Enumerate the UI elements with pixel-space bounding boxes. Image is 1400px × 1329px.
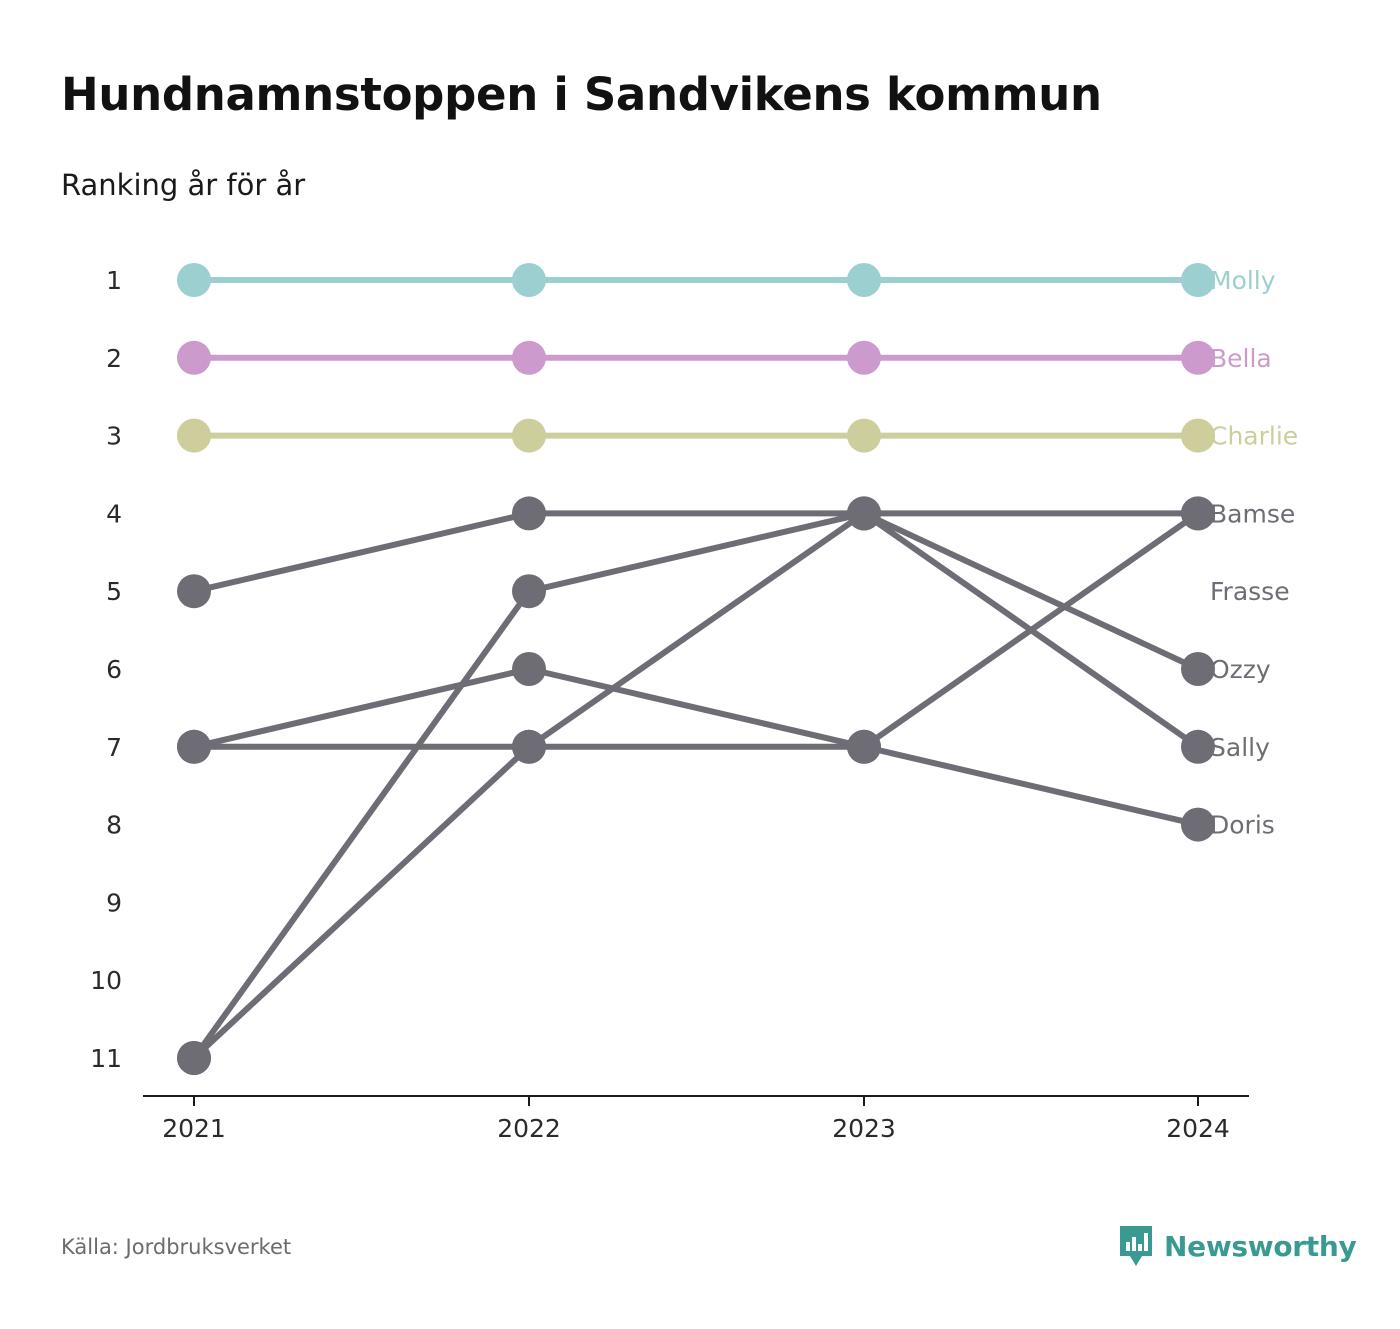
series-label-sally: Sally [1210, 733, 1270, 762]
y-tick-label: 10 [90, 966, 122, 995]
chart-subtitle: Ranking år för år [61, 168, 306, 202]
point-ozzy [177, 1041, 211, 1075]
y-tick-label: 6 [106, 655, 122, 684]
point-charlie [177, 418, 211, 453]
y-tick-label: 7 [106, 733, 122, 762]
series-line-doris [191, 666, 1201, 828]
x-tick-label: 2022 [497, 1114, 561, 1143]
point-charlie [512, 418, 546, 453]
series-label-bamse: Bamse [1210, 499, 1295, 528]
series-line-sally [191, 510, 1201, 750]
point-doris [1181, 807, 1215, 842]
x-tick-label: 2021 [162, 1114, 226, 1143]
y-tick-label: 2 [106, 344, 122, 373]
point-unnamed [512, 496, 546, 531]
brand-name: Newsworthy [1164, 1229, 1357, 1263]
series-line-unnamed [191, 510, 1201, 595]
series-label-frasse: Frasse [1210, 577, 1290, 606]
y-tick-label: 3 [106, 422, 122, 451]
point-bella [512, 340, 546, 375]
series-label-bella: Bella [1210, 344, 1272, 373]
series-line-bamse [191, 510, 1201, 1061]
y-tick-label: 5 [106, 577, 122, 606]
point-doris [177, 729, 211, 764]
point-bella [1181, 340, 1215, 375]
newsworthy-logo-icon [1120, 1226, 1152, 1266]
y-tick-label: 1 [106, 266, 122, 295]
series-line-ozzy [191, 510, 1201, 1061]
point-molly [1181, 263, 1215, 297]
brand: Newsworthy [1118, 1224, 1357, 1268]
point-bella [177, 340, 211, 375]
point-molly [847, 263, 881, 297]
point-doris [512, 652, 546, 686]
point-unnamed [177, 574, 211, 609]
point-charlie [1181, 418, 1215, 453]
source-note: Källa: Jordbruksverket [61, 1235, 292, 1259]
point-unnamed [847, 496, 881, 531]
point-unnamed [1181, 496, 1215, 531]
point-sally [1181, 729, 1215, 764]
y-tick-label: 8 [106, 811, 122, 840]
point-molly [512, 263, 546, 297]
point-charlie [847, 418, 881, 453]
point-sally [512, 729, 546, 764]
y-tick-label: 9 [106, 888, 122, 917]
series-label-ozzy: Ozzy [1210, 655, 1271, 684]
point-doris [847, 729, 881, 764]
y-tick-label: 4 [106, 499, 122, 528]
chart-title: Hundnamnstoppen i Sandvikens kommun [61, 68, 1102, 121]
point-molly [177, 263, 211, 297]
x-tick-label: 2023 [832, 1114, 896, 1143]
x-tick-label: 2024 [1166, 1114, 1230, 1143]
y-tick-label: 11 [90, 1044, 122, 1073]
point-bella [847, 340, 881, 375]
series-label-molly: Molly [1210, 266, 1276, 295]
point-ozzy [512, 574, 546, 609]
series-label-doris: Doris [1210, 811, 1275, 840]
series-label-charlie: Charlie [1210, 422, 1298, 451]
point-ozzy [1181, 652, 1215, 686]
